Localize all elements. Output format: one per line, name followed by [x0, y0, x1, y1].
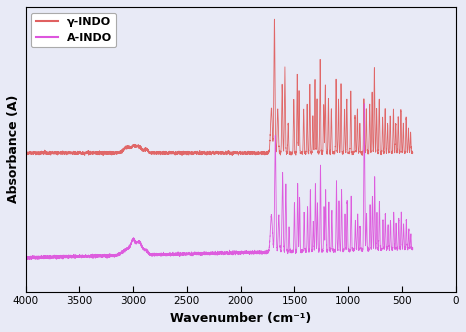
Legend: γ-INDO, A-INDO: γ-INDO, A-INDO [31, 13, 116, 47]
X-axis label: Wavenumber (cm⁻¹): Wavenumber (cm⁻¹) [170, 312, 311, 325]
Y-axis label: Absorbance (A): Absorbance (A) [7, 95, 20, 204]
